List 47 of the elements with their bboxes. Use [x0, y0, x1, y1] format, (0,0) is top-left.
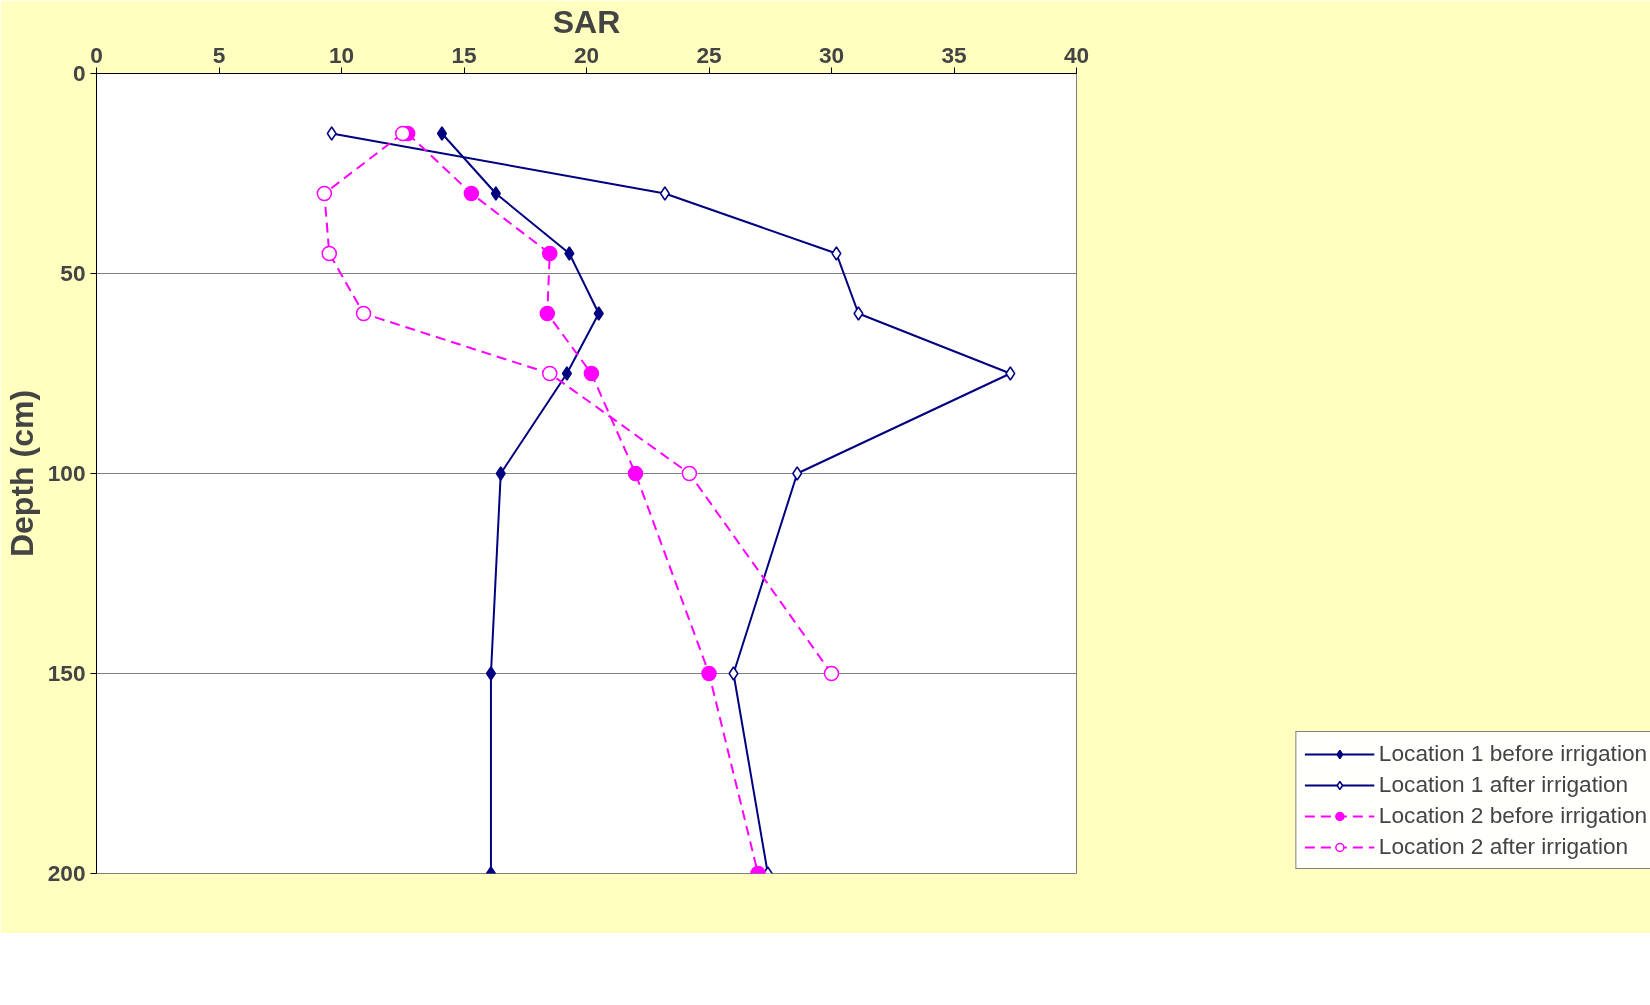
- point: [823, 665, 840, 682]
- point: [463, 185, 480, 202]
- point: [485, 666, 497, 681]
- point: [831, 246, 842, 261]
- point: [490, 186, 501, 201]
- y-tick-label: 50: [60, 260, 86, 286]
- x-axis-title: SAR: [552, 3, 621, 40]
- point: [792, 466, 803, 481]
- point: [395, 125, 411, 142]
- x-tick-label: 10: [328, 41, 355, 68]
- x-tick-label: 30: [818, 41, 845, 68]
- point: [1005, 366, 1016, 381]
- point: [659, 186, 670, 201]
- point: [728, 666, 739, 681]
- point: [583, 365, 600, 382]
- point: [495, 466, 506, 481]
- legend-label: Location 2 after irrigation: [1378, 833, 1629, 860]
- point: [539, 305, 556, 322]
- x-tick-label: 5: [212, 41, 226, 68]
- x-tick-label: 25: [696, 41, 722, 68]
- point: [561, 366, 572, 381]
- point: [853, 306, 864, 321]
- y-tick-label: 100: [47, 460, 86, 486]
- legend-label: Location 1 after irrigation: [1378, 771, 1629, 798]
- point: [681, 465, 698, 482]
- point: [326, 126, 337, 141]
- y-axis-title: Depth (cm): [3, 389, 40, 558]
- point: [701, 665, 717, 682]
- point: [564, 246, 575, 261]
- point: [436, 126, 448, 141]
- x-tick-label: 35: [941, 41, 967, 68]
- point: [593, 306, 604, 321]
- point: [321, 245, 337, 262]
- x-tick-label: 15: [451, 41, 477, 68]
- x-tick-label: 0: [90, 41, 103, 68]
- point: [627, 465, 644, 482]
- point: [542, 365, 558, 382]
- legend-label: Location 2 before irrigation: [1378, 802, 1648, 829]
- y-tick-label: 0: [72, 60, 86, 86]
- y-tick-label: 150: [47, 660, 86, 686]
- legend-label: Location 1 before irrigation: [1378, 740, 1648, 767]
- point: [316, 185, 333, 202]
- point: [542, 245, 558, 262]
- point: [355, 305, 372, 322]
- x-tick-label: 20: [573, 41, 600, 68]
- x-tick-label: 40: [1063, 41, 1090, 68]
- y-tick-label: 200: [47, 860, 86, 886]
